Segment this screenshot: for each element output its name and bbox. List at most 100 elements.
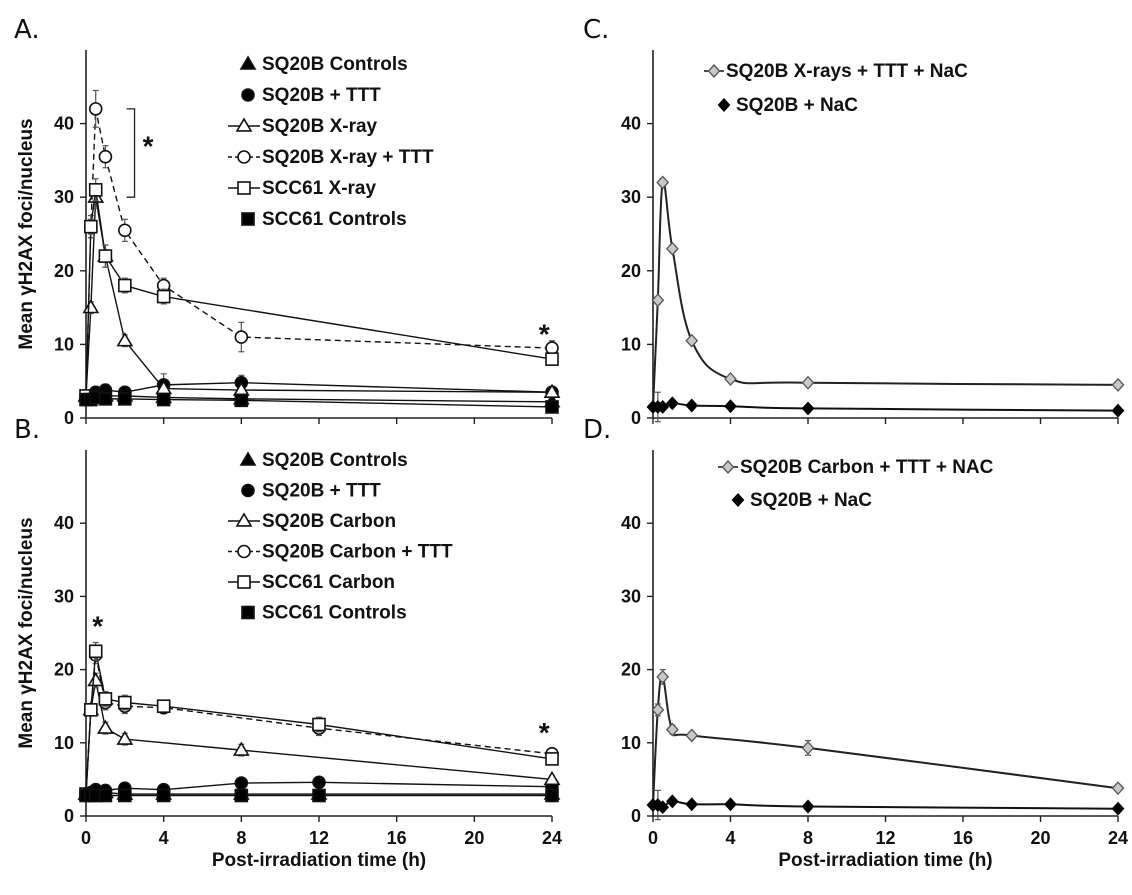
legend-entry: SQ20B X-ray + TTT bbox=[228, 147, 434, 168]
legend-label: SQ20B X-ray bbox=[262, 116, 378, 137]
panel-c: C. 0 10 20 30 40 SQ20B X-rays + TTT + NaC SQ20B… bbox=[583, 15, 1125, 428]
x-tick-label: 4 bbox=[725, 828, 735, 848]
legend-entry: SQ20B + TTT bbox=[241, 85, 381, 106]
x-tick-label: 24 bbox=[542, 828, 562, 848]
data-point bbox=[545, 788, 559, 803]
data-point bbox=[724, 399, 737, 414]
series-scc61-x-ray bbox=[79, 178, 559, 403]
data-point bbox=[98, 149, 113, 164]
series-line bbox=[652, 402, 1119, 412]
data-point bbox=[545, 752, 559, 766]
y-tick-label: 20 bbox=[54, 660, 74, 680]
legend-marker bbox=[237, 575, 251, 589]
significance-asterisk: * bbox=[539, 318, 550, 349]
data-point bbox=[98, 692, 113, 706]
series-line bbox=[652, 675, 1119, 806]
legend-entry: SQ20B Controls bbox=[239, 450, 408, 471]
x-tick-label: 8 bbox=[803, 828, 813, 848]
legend-marker bbox=[241, 88, 255, 102]
data-point bbox=[656, 399, 670, 414]
x-tick-label: 16 bbox=[387, 828, 407, 848]
data-point bbox=[88, 183, 103, 197]
x-tick-label: 16 bbox=[953, 828, 973, 848]
y-tick-label: 0 bbox=[64, 806, 74, 826]
x-tick-label: 20 bbox=[1030, 828, 1050, 848]
legend-label: SQ20B Controls bbox=[262, 54, 408, 75]
data-point bbox=[656, 175, 670, 190]
data-point bbox=[156, 788, 171, 803]
legend-label: SQ20B + NaC bbox=[750, 490, 872, 511]
significance-asterisk: * bbox=[143, 131, 154, 162]
legend-entry: SQ20B Carbon + TTT bbox=[228, 542, 453, 563]
legend-label: SQ20B + TTT bbox=[262, 481, 381, 502]
y-tick-label: 10 bbox=[621, 334, 641, 354]
data-point bbox=[118, 695, 132, 710]
data-point bbox=[801, 401, 815, 416]
y-tick-label: 30 bbox=[54, 586, 74, 606]
data-point bbox=[234, 393, 249, 408]
data-point bbox=[118, 392, 132, 406]
x-tick-label: 0 bbox=[81, 828, 91, 848]
legend-marker bbox=[721, 460, 735, 474]
data-point bbox=[118, 223, 132, 238]
legend-marker bbox=[235, 117, 253, 132]
significance-bracket bbox=[126, 108, 136, 198]
y-tick-label: 40 bbox=[54, 114, 74, 134]
data-point bbox=[98, 392, 113, 406]
legend-marker bbox=[717, 98, 731, 112]
y-tick-label: 30 bbox=[621, 187, 641, 207]
data-point bbox=[801, 799, 815, 814]
data-point bbox=[665, 396, 679, 411]
data-point bbox=[234, 330, 249, 344]
data-point bbox=[87, 672, 105, 687]
legend-entry: SQ20B X-ray bbox=[228, 116, 378, 137]
data-point bbox=[232, 741, 250, 756]
legend-label: SQ20B Carbon + TTT bbox=[262, 542, 453, 563]
data-point bbox=[84, 219, 98, 234]
legend-entry: SQ20B + NaC bbox=[717, 95, 858, 116]
y-tick-label: 30 bbox=[54, 187, 74, 207]
y-tick-label: 0 bbox=[631, 408, 641, 428]
series-scc61-controls bbox=[79, 788, 559, 803]
data-point bbox=[545, 352, 559, 366]
data-point bbox=[543, 383, 561, 398]
series-sq20b-carbon-ttt-nac bbox=[646, 668, 1125, 812]
legend-marker bbox=[239, 55, 257, 70]
series-line bbox=[85, 197, 553, 396]
legend-entry: SQ20B Controls bbox=[239, 54, 408, 75]
y-axis-label: Mean γH2AX foci/nucleus bbox=[16, 517, 37, 748]
data-point bbox=[685, 398, 699, 413]
legend-label: SQ20B Carbon bbox=[262, 511, 396, 532]
legend-label: SQ20B + NaC bbox=[736, 95, 858, 116]
legend-marker bbox=[237, 181, 251, 195]
y-tick-label: 0 bbox=[64, 408, 74, 428]
legend-entry: SQ20B Carbon bbox=[228, 511, 396, 532]
y-tick-label: 30 bbox=[621, 586, 641, 606]
data-point bbox=[651, 702, 665, 717]
significance-asterisk: * bbox=[92, 611, 103, 642]
legend-label: SQ20B X-rays + TTT + NaC bbox=[726, 61, 968, 82]
data-point bbox=[545, 400, 559, 414]
x-axis-label: Post-irradiation time (h) bbox=[212, 850, 426, 871]
panel-d: D. 0 10 20 30 40 0 4 8 12 16 20 24 Post-irradiation t… bbox=[583, 415, 1128, 871]
y-tick-label: 10 bbox=[54, 733, 74, 753]
series-line bbox=[86, 393, 553, 403]
legend-entry: SQ20B X-rays + TTT + NaC bbox=[704, 61, 968, 82]
data-point bbox=[98, 249, 113, 263]
data-point bbox=[1111, 801, 1125, 816]
data-point bbox=[116, 332, 134, 347]
legend-entry: SQ20B + NaC bbox=[731, 490, 872, 511]
legend-marker bbox=[241, 483, 255, 498]
x-tick-label: 20 bbox=[464, 828, 484, 848]
x-tick-label: 24 bbox=[1108, 828, 1128, 848]
y-tick-label: 20 bbox=[621, 261, 641, 281]
series-line bbox=[85, 108, 553, 400]
data-point bbox=[234, 788, 249, 803]
y-tick-label: 20 bbox=[54, 261, 74, 281]
data-point bbox=[801, 740, 815, 755]
x-tick-label: 12 bbox=[875, 828, 895, 848]
data-point bbox=[656, 800, 670, 815]
data-point bbox=[312, 717, 326, 732]
data-point bbox=[118, 278, 132, 293]
